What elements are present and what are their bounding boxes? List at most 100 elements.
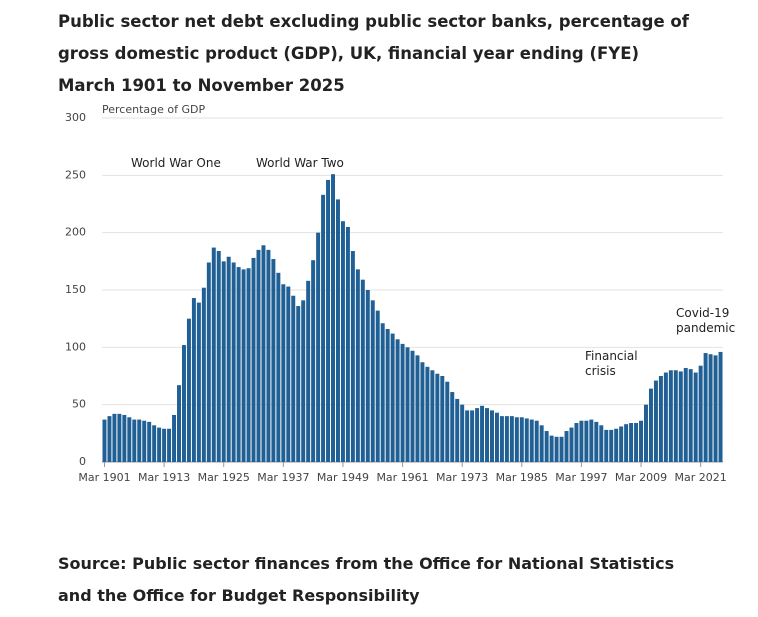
bar — [276, 272, 281, 462]
bar — [311, 260, 316, 462]
bar — [107, 416, 112, 462]
annotation: Financial crisis — [585, 349, 638, 378]
bar — [216, 251, 221, 462]
annotation-line: crisis — [585, 364, 616, 378]
bar — [142, 420, 147, 462]
bar — [370, 300, 375, 462]
bar — [678, 371, 683, 462]
bar — [529, 419, 534, 462]
bar — [112, 413, 117, 462]
bar — [658, 376, 663, 462]
bar — [286, 286, 291, 462]
bar — [380, 323, 385, 462]
bar — [425, 366, 430, 462]
bar — [420, 362, 425, 462]
bar — [395, 339, 400, 462]
bar — [619, 426, 624, 462]
x-tick-label: Mar 1901 — [78, 471, 130, 484]
x-tick-label: Mar 1937 — [257, 471, 309, 484]
bar — [266, 249, 271, 462]
y-tick-label: 200 — [65, 226, 86, 239]
bar — [172, 414, 177, 462]
y-axis-label: Percentage of GDP — [102, 103, 205, 116]
y-tick-label: 300 — [65, 111, 86, 124]
bar — [137, 419, 142, 462]
bar — [688, 369, 693, 462]
bar — [167, 428, 172, 462]
bar — [326, 179, 331, 463]
annotation: World War One — [131, 156, 221, 170]
bar — [514, 417, 519, 462]
annotation: World War Two — [256, 156, 344, 170]
x-tick-label: Mar 1985 — [496, 471, 548, 484]
bar — [534, 420, 539, 462]
bar — [624, 424, 629, 462]
bar — [604, 429, 609, 462]
bar — [639, 420, 644, 462]
bar — [360, 279, 365, 462]
bar — [405, 347, 410, 462]
bar — [629, 423, 634, 462]
annotation-line: Covid-19 — [676, 306, 729, 320]
bar — [594, 421, 599, 462]
x-tick-label: Mar 1997 — [555, 471, 607, 484]
bar — [400, 343, 405, 462]
x-tick-label: Mar 2021 — [675, 471, 727, 484]
x-tick-label: Mar 1973 — [436, 471, 488, 484]
bar — [385, 328, 390, 462]
bar — [196, 302, 201, 462]
bar — [499, 416, 504, 462]
bar — [509, 416, 514, 462]
bar — [186, 318, 191, 462]
bar — [102, 419, 107, 462]
bar — [152, 425, 157, 462]
bar — [698, 365, 703, 462]
y-tick-label: 50 — [72, 398, 86, 411]
x-tick-label: Mar 1961 — [376, 471, 428, 484]
bar — [718, 351, 723, 462]
bar — [430, 370, 435, 462]
bar — [226, 256, 231, 462]
bar — [177, 385, 181, 462]
annotation-line: World War One — [131, 156, 221, 170]
annotation: Covid-19 pandemic — [676, 306, 735, 335]
bar — [708, 354, 713, 462]
bar — [191, 298, 196, 462]
bar — [350, 251, 355, 462]
x-tick-label: Mar 1949 — [317, 471, 369, 484]
bar — [475, 408, 480, 462]
bar — [236, 267, 241, 462]
bar — [524, 418, 529, 462]
bar — [455, 398, 460, 462]
bar — [162, 428, 167, 462]
annotation-line: World War Two — [256, 156, 344, 170]
bar — [648, 388, 653, 462]
bar — [410, 350, 415, 462]
bar — [415, 355, 420, 462]
bar — [256, 249, 261, 462]
bar — [609, 429, 614, 462]
bar — [241, 269, 246, 462]
annotation-line: pandemic — [676, 321, 735, 335]
bar — [365, 290, 370, 462]
bar — [584, 420, 589, 462]
bar — [390, 333, 395, 462]
bar — [693, 372, 698, 462]
bar — [673, 370, 678, 462]
bar — [574, 423, 579, 462]
bar — [355, 269, 360, 462]
bar — [668, 370, 673, 462]
bar — [127, 417, 132, 462]
bar — [122, 414, 127, 462]
bar — [157, 427, 162, 462]
bar — [340, 221, 345, 462]
bar — [644, 404, 648, 462]
bar — [181, 345, 186, 462]
y-tick-label: 150 — [65, 283, 86, 296]
bar — [271, 259, 276, 462]
bar — [519, 417, 524, 462]
x-tick-label: Mar 1913 — [138, 471, 190, 484]
bar — [201, 287, 206, 462]
bar — [589, 419, 594, 462]
bar — [117, 413, 122, 462]
